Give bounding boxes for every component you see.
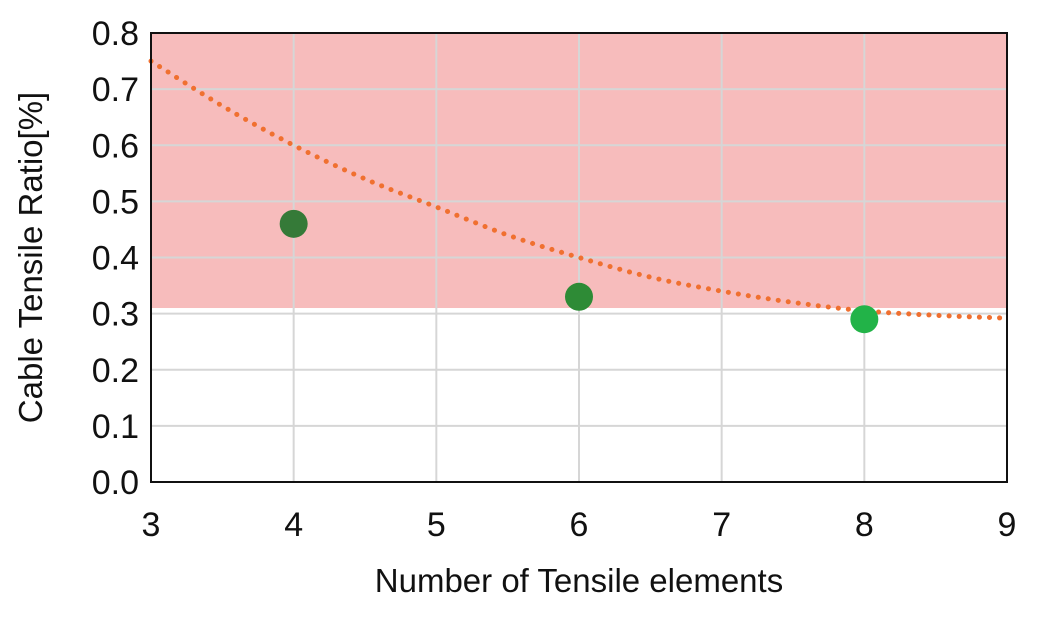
plot-frame [150, 32, 1008, 483]
x-tick-label: 3 [142, 506, 161, 544]
y-tick-label: 0.4 [92, 240, 139, 278]
y-tick-label: 0.1 [92, 408, 139, 446]
x-axis-title: Number of Tensile elements [375, 562, 783, 599]
x-tick-label: 9 [998, 506, 1017, 544]
y-tick-label: 0.8 [92, 15, 139, 53]
data-point [850, 305, 879, 334]
y-axis-ticks: 0.0 0.1 0.2 0.3 0.4 0.5 0.6 0.7 0.8 [92, 15, 139, 502]
y-tick-label: 0.2 [92, 352, 139, 390]
plot-area [148, 32, 1010, 483]
y-tick-label: 0.5 [92, 183, 139, 221]
x-tick-label: 8 [855, 506, 874, 544]
data-points [279, 209, 879, 334]
x-tick-label: 4 [284, 506, 303, 544]
x-axis-ticks: 3 4 5 6 7 8 9 [142, 506, 1017, 544]
data-point [565, 282, 593, 311]
y-tick-label: 0.3 [92, 296, 139, 334]
x-tick-label: 5 [427, 506, 446, 544]
trendline [148, 58, 1010, 321]
x-tick-label: 7 [712, 506, 731, 544]
y-axis-title: Cable Tensile Ratio[%] [12, 92, 49, 423]
y-tick-label: 0.0 [92, 464, 139, 502]
x-tick-label: 6 [570, 506, 589, 544]
y-tick-label: 0.6 [92, 127, 139, 165]
y-tick-label: 0.7 [92, 71, 139, 109]
data-point [279, 209, 308, 238]
